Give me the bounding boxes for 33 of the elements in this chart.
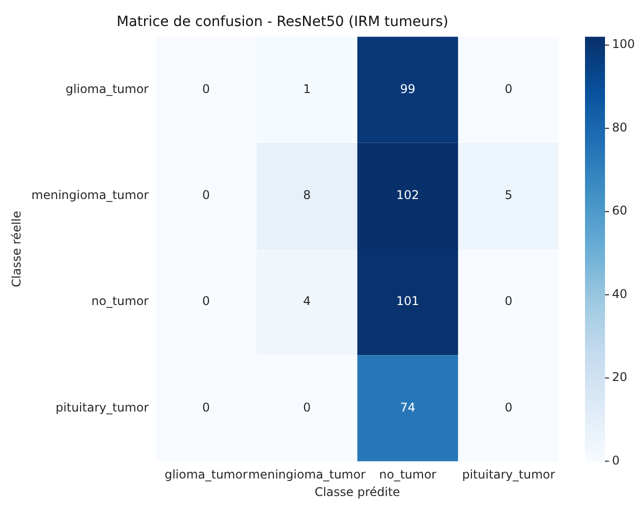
data-label: 74 (400, 400, 416, 414)
color-bar-label: 60 (612, 204, 628, 218)
x-tick-label: glioma_tumor (164, 468, 248, 482)
data-label: 102 (396, 188, 420, 202)
data-label: 0 (202, 400, 210, 414)
chart-title: Matrice de confusion - ResNet50 (IRM tumeurs) (116, 14, 448, 30)
color-bar-label: 0 (612, 453, 620, 468)
data-label: 0 (202, 188, 210, 202)
x-axis-title: Classe prédite (314, 484, 400, 499)
data-label: 99 (400, 82, 416, 96)
color-bar-label: 100 (612, 37, 635, 52)
x-tick-label: pituitary_tumor (462, 468, 556, 482)
data-label: 0 (504, 82, 512, 96)
data-label: 1 (303, 82, 311, 96)
y-tick-label: no_tumor (91, 294, 149, 308)
data-label: 0 (202, 294, 210, 308)
y-tick-label: pituitary_tumor (56, 400, 149, 414)
data-label: 0 (303, 400, 311, 414)
y-tick-label: glioma_tumor (66, 82, 149, 96)
y-axis-title: Classe réelle (9, 210, 24, 288)
data-label: 4 (303, 294, 311, 308)
y-tick-label: meningioma_tumor (31, 188, 149, 202)
data-label: 5 (504, 188, 512, 202)
color-bar-label: 80 (612, 120, 628, 134)
data-label: 0 (202, 82, 210, 96)
color-bar-label: 20 (612, 370, 628, 384)
data-label: 8 (303, 188, 311, 202)
data-label: 0 (504, 294, 512, 308)
data-label: 101 (396, 294, 420, 308)
data-label: 0 (504, 400, 512, 414)
x-tick-label: no_tumor (379, 468, 436, 482)
color-bar-label: 40 (612, 286, 628, 301)
x-tick-label: meningioma_tumor (248, 468, 366, 482)
